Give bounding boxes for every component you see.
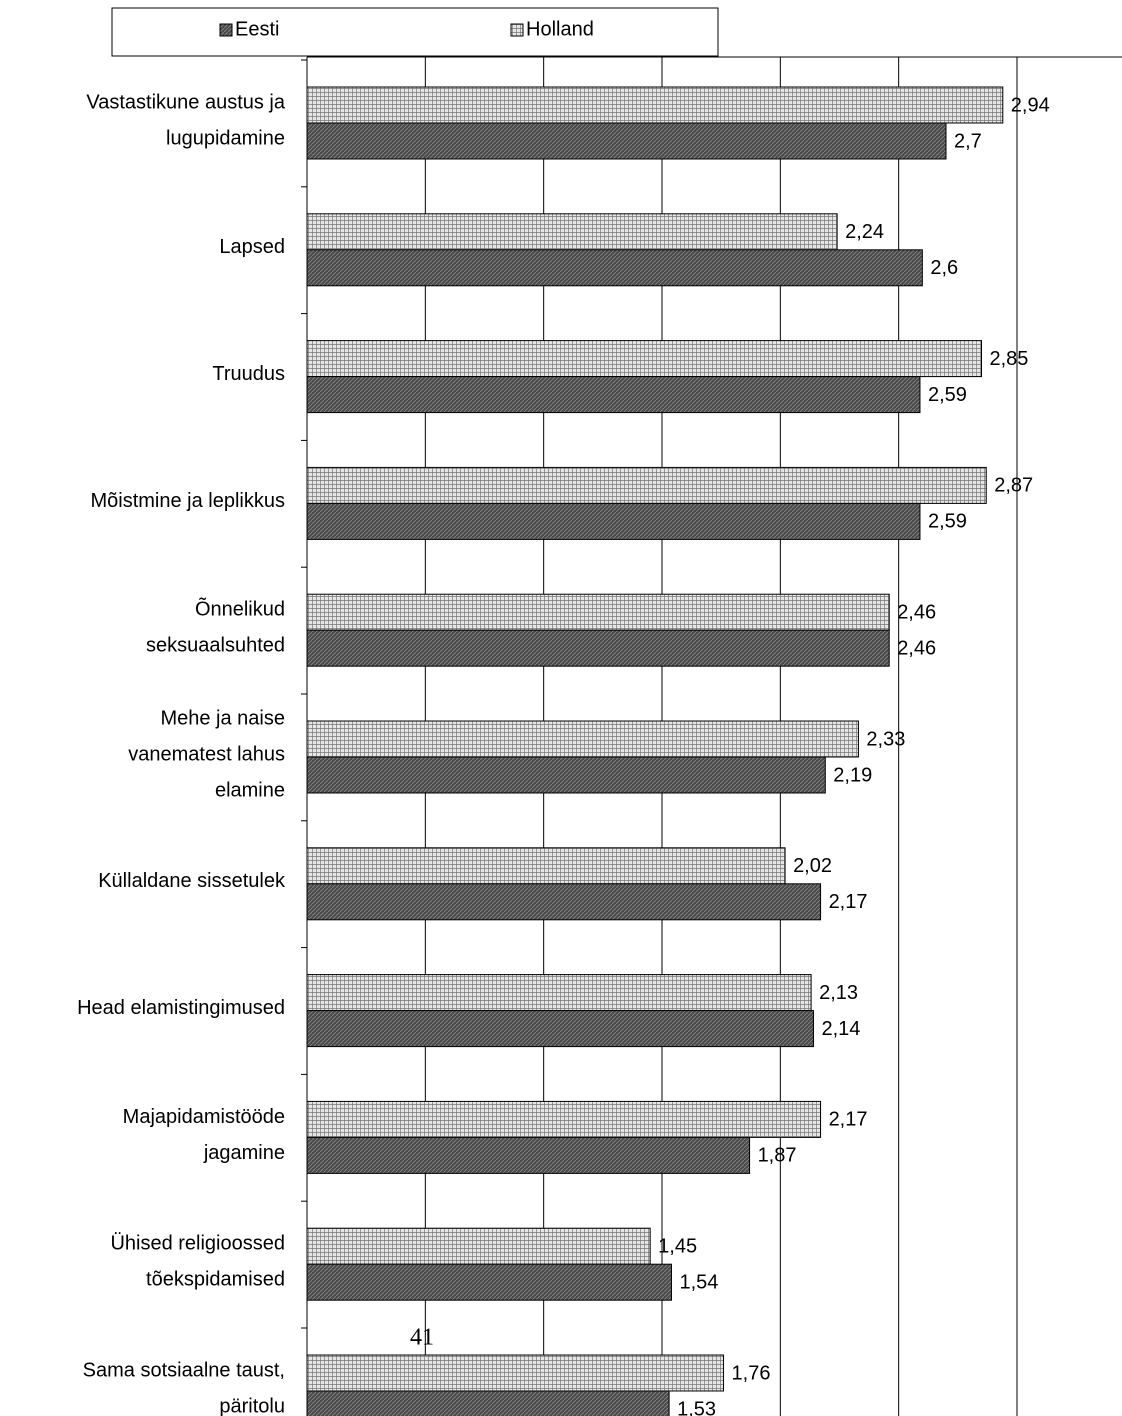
legend-swatch [219,23,233,37]
bar [306,593,890,631]
category-label-line: elamine [215,780,285,802]
legend-label: Eesti [235,18,279,40]
value-label: 2,13 [819,982,858,1004]
value-label: 2,17 [829,1109,868,1131]
category-label: Ühised religioossed tõekspidamised [110,1233,285,1291]
category-label: Majapidamistööde jagamine [123,1106,285,1164]
bar [306,1136,751,1174]
bar [306,629,890,667]
category-label-line: Truudus [212,363,285,385]
bar [306,974,812,1012]
bar [306,1354,725,1392]
bar [306,213,838,251]
value-label: 2,02 [793,855,832,877]
category-label-line: Majapidamistööde [123,1106,285,1128]
value-label: 2,17 [829,891,868,913]
category-label-line: Ühised religioossed [110,1233,285,1255]
category-label: Küllaldane sissetulek [98,870,286,892]
bar [306,1010,814,1048]
bar [306,1390,670,1416]
bar [306,86,1004,124]
value-label: 2,94 [1011,94,1050,116]
value-label: 2,6 [930,257,958,279]
category-label-line: Sama sotsiaalne taust, [83,1360,285,1382]
value-label: 2,33 [866,728,905,750]
category-label-line: Lapsed [219,236,285,258]
bar [306,340,982,378]
bar [306,756,826,794]
category-label: Vastastikune austus ja lugupidamine [86,92,286,150]
value-label: 2,59 [928,511,967,533]
bar [306,847,786,885]
bar [306,1263,672,1301]
value-label: 2,24 [845,221,884,243]
page-number: 41 [410,1325,434,1351]
category-label: Õnnelikud seksuaalsuhted [146,597,285,657]
category-label-line: seksuaalsuhted [146,635,285,657]
bar [306,1227,651,1265]
category-label: Truudus [212,363,285,385]
value-label: 2,85 [990,348,1029,370]
legend-swatch [510,23,524,37]
value-label: 2,7 [954,130,982,152]
bar [306,502,921,540]
value-label: 1,53 [677,1398,716,1416]
category-label: Head elamistingimused [77,997,285,1019]
category-label: Mõistmine ja leplikkus [90,490,285,512]
value-label: 2,14 [821,1018,860,1040]
value-label: 1,45 [658,1235,697,1257]
category-label-line: päritolu [219,1396,285,1416]
value-label: 2,46 [897,637,936,659]
category-label: Lapsed [219,236,285,258]
category-label-line: Head elamistingimused [77,997,285,1019]
legend-label: Holland [526,18,594,40]
value-label: 1,76 [732,1362,771,1384]
category-label-line: lugupidamine [166,128,285,150]
bar [306,466,987,504]
category-label-line: tõekspidamised [146,1269,285,1291]
category-label-line: Mõistmine ja leplikkus [90,490,285,512]
category-label-line: jagamine [203,1142,285,1164]
legend-box [111,7,719,57]
value-label: 1,54 [679,1271,718,1293]
bar [306,1100,822,1138]
category-label-line: Õnnelikud [195,597,285,621]
category-label-line: Küllaldane sissetulek [98,870,286,892]
category-label-line: vanematest lahus [128,744,285,766]
value-label: 2,87 [994,475,1033,497]
category-label: Mehe ja naise vanematest lahus elamine [128,708,285,802]
bar [306,122,947,160]
bar [306,720,859,758]
value-label: 2,19 [833,764,872,786]
bar [306,376,921,414]
category-label: Sama sotsiaalne taust, päritolu [83,1360,285,1416]
value-label: 2,59 [928,384,967,406]
bar [306,883,822,921]
category-label-line: Vastastikune austus ja [86,92,286,114]
value-label: 1,87 [758,1145,797,1167]
value-label: 2,46 [897,601,936,623]
category-label-line: Mehe ja naise [160,708,285,730]
bar [306,249,923,287]
